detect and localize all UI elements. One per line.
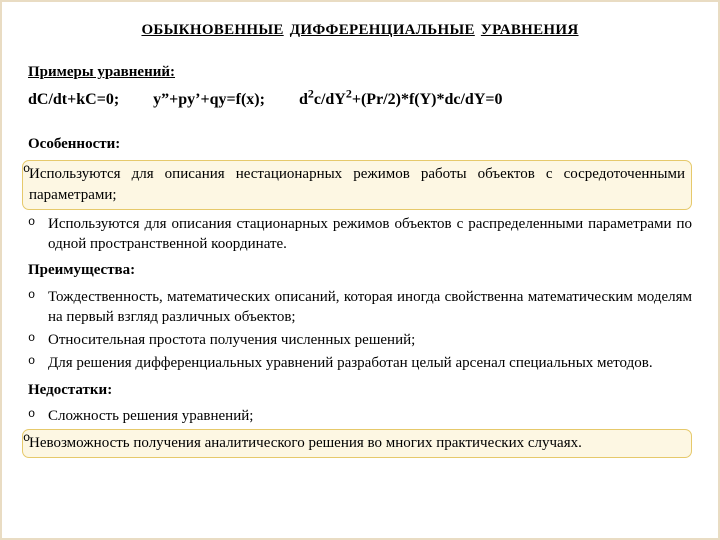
disadvantages-label: Недостатки:	[28, 380, 692, 400]
examples-label: Примеры уравнений:	[28, 62, 692, 82]
disadvantage-item: Невозможность получения аналитического р…	[22, 429, 692, 458]
equation-3: d2c/dY2+(Pr/2)*f(Y)*dc/dY=0	[299, 91, 503, 108]
advantages-label: Преимущества:	[28, 260, 692, 280]
equations-row: dC/dt+kC=0; y”+py’+qy=f(x); d2c/dY2+(Pr/…	[28, 89, 692, 111]
feature-item: Используются для описания нестационарных…	[22, 160, 692, 210]
disadvantages-block: Недостатки: Сложность решения уравнений;…	[28, 380, 692, 459]
advantage-item: Относительная простота получения численн…	[28, 330, 692, 350]
examples-block: Примеры уравнений: dC/dt+kC=0; y”+py’+qy…	[28, 62, 692, 110]
title-w1: ОБЫКНОВЕННЫЕ	[141, 22, 283, 38]
disadvantage-item: Сложность решения уравнений;	[28, 406, 692, 426]
advantage-item: Для решения дифференциальных уравнений р…	[28, 353, 692, 373]
features-label: Особенности:	[28, 134, 692, 154]
features-block: Особенности: Используются для описания н…	[28, 134, 692, 254]
title-w2: ДИФФЕРЕНЦИАЛЬНЫЕ	[290, 22, 475, 38]
feature-item: Используются для описания стационарных р…	[28, 214, 692, 255]
title-w3: УРАВНЕНИЯ	[481, 22, 579, 38]
equation-1: dC/dt+kC=0;	[28, 91, 119, 108]
advantage-item: Тождественность, математических описаний…	[28, 287, 692, 328]
page-title: ОБЫКНОВЕННЫЕ ДИФФЕРЕНЦИАЛЬНЫЕ УРАВНЕНИЯ	[28, 20, 692, 40]
equation-2: y”+py’+qy=f(x);	[153, 91, 265, 108]
advantages-block: Преимущества: Тождественность, математич…	[28, 260, 692, 373]
